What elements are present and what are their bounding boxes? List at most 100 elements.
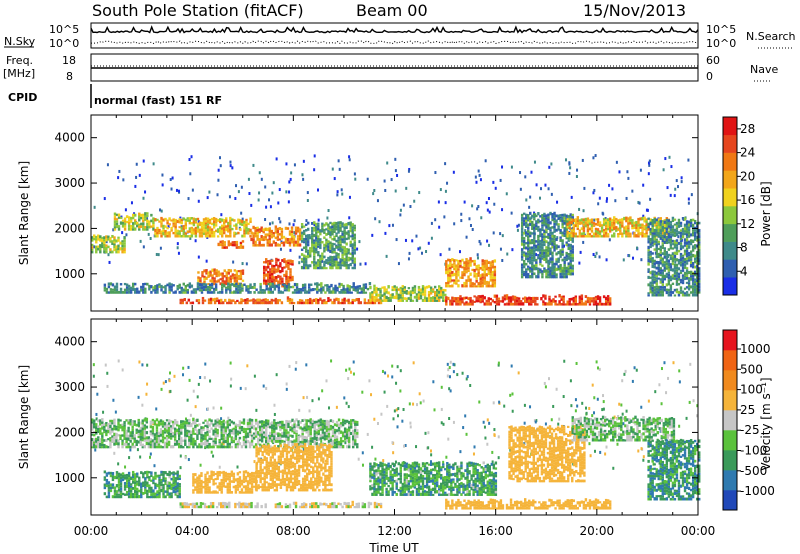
power-cell xyxy=(558,294,561,298)
power-cell xyxy=(383,286,386,290)
power-cell xyxy=(533,249,536,253)
vel-cell xyxy=(222,442,225,446)
power-cell xyxy=(655,231,658,234)
power-cell xyxy=(277,289,281,292)
power-cell xyxy=(569,269,572,273)
power-cell xyxy=(319,254,322,258)
power-cell xyxy=(535,214,538,218)
power-cell xyxy=(655,225,658,230)
power-cell xyxy=(337,266,340,270)
power-cell xyxy=(570,234,573,238)
power-cell xyxy=(598,224,602,228)
power-cell xyxy=(182,227,185,231)
vel-cell xyxy=(271,436,274,440)
power-cell xyxy=(271,191,274,195)
vel-cell xyxy=(271,429,274,432)
power-cell xyxy=(673,246,677,249)
power-cell xyxy=(341,258,344,262)
power-cell xyxy=(290,228,294,231)
vel-cell xyxy=(212,423,215,427)
power-cell xyxy=(594,298,598,301)
power-cell xyxy=(584,217,588,222)
vel-cell xyxy=(157,437,161,441)
vel-cell xyxy=(93,419,96,423)
vel-cell xyxy=(357,457,360,461)
power-cell xyxy=(385,290,388,294)
power-cell xyxy=(293,219,296,223)
vel-cell xyxy=(214,443,217,447)
vel-cell xyxy=(92,374,95,378)
power-cell xyxy=(659,222,662,226)
power-cell xyxy=(231,227,234,231)
power-cell xyxy=(306,221,310,225)
power-cell xyxy=(541,246,544,250)
power-cell xyxy=(167,224,170,228)
power-cell xyxy=(608,220,612,223)
vel-cell xyxy=(412,361,415,365)
power-cell xyxy=(164,235,167,238)
power-cell xyxy=(339,229,342,232)
power-cell xyxy=(239,290,242,294)
power-cell xyxy=(156,228,159,232)
vel-cell xyxy=(277,439,280,443)
beam-title: Beam 00 xyxy=(356,1,428,20)
power-cell xyxy=(608,302,612,306)
vel-cell xyxy=(593,449,596,453)
power-cell xyxy=(489,270,493,274)
power-cell xyxy=(188,230,192,233)
power-cell xyxy=(679,261,683,264)
power-cell xyxy=(329,236,332,239)
vel-cell xyxy=(93,433,96,437)
vel-cell xyxy=(169,371,172,375)
vel-cell xyxy=(95,412,98,416)
power-cell xyxy=(129,225,133,228)
vel-cell xyxy=(202,434,205,438)
power-cell xyxy=(584,235,588,238)
vel-cell xyxy=(497,435,500,439)
vel-cell xyxy=(244,440,248,444)
power-cell xyxy=(520,268,524,272)
power-cell xyxy=(375,296,378,300)
vel-cell xyxy=(91,423,94,427)
power-cell xyxy=(175,188,178,192)
power-cell xyxy=(237,246,241,249)
vel-cell xyxy=(529,405,532,409)
power-cell xyxy=(687,279,691,283)
power-cell xyxy=(465,296,468,300)
power-cell xyxy=(695,256,699,260)
power-cell xyxy=(475,299,478,303)
vel-cell xyxy=(151,432,155,435)
power-cell xyxy=(229,291,232,294)
power-cell xyxy=(483,282,486,285)
power-cell xyxy=(239,275,243,278)
power-cell xyxy=(651,275,654,279)
vel-cell xyxy=(95,442,98,446)
power-cell xyxy=(578,303,582,306)
power-cell xyxy=(481,284,484,288)
power-cell xyxy=(413,295,417,299)
power-cell xyxy=(230,299,233,303)
power-cell xyxy=(103,197,106,201)
vel-cell xyxy=(497,456,500,460)
power-cell xyxy=(322,286,325,289)
vel-cell xyxy=(218,465,221,469)
vel-cell xyxy=(124,465,127,469)
vel-cell xyxy=(167,432,171,436)
power-cell xyxy=(407,287,411,290)
power-cell xyxy=(210,230,214,235)
power-cell xyxy=(569,266,572,270)
vel-cell xyxy=(640,447,643,451)
vel-cell xyxy=(248,430,252,434)
vel-cell xyxy=(149,438,153,441)
power-cell xyxy=(653,240,656,243)
power-cell xyxy=(404,238,407,242)
power-cell xyxy=(561,242,564,246)
vel-cell xyxy=(255,408,258,412)
power-cell xyxy=(241,269,245,272)
power-cell xyxy=(278,217,281,221)
vel-cell xyxy=(361,451,364,455)
power-cell xyxy=(679,291,683,294)
power-cell xyxy=(649,218,652,221)
power-cell xyxy=(194,234,198,238)
power-cell xyxy=(671,239,675,243)
